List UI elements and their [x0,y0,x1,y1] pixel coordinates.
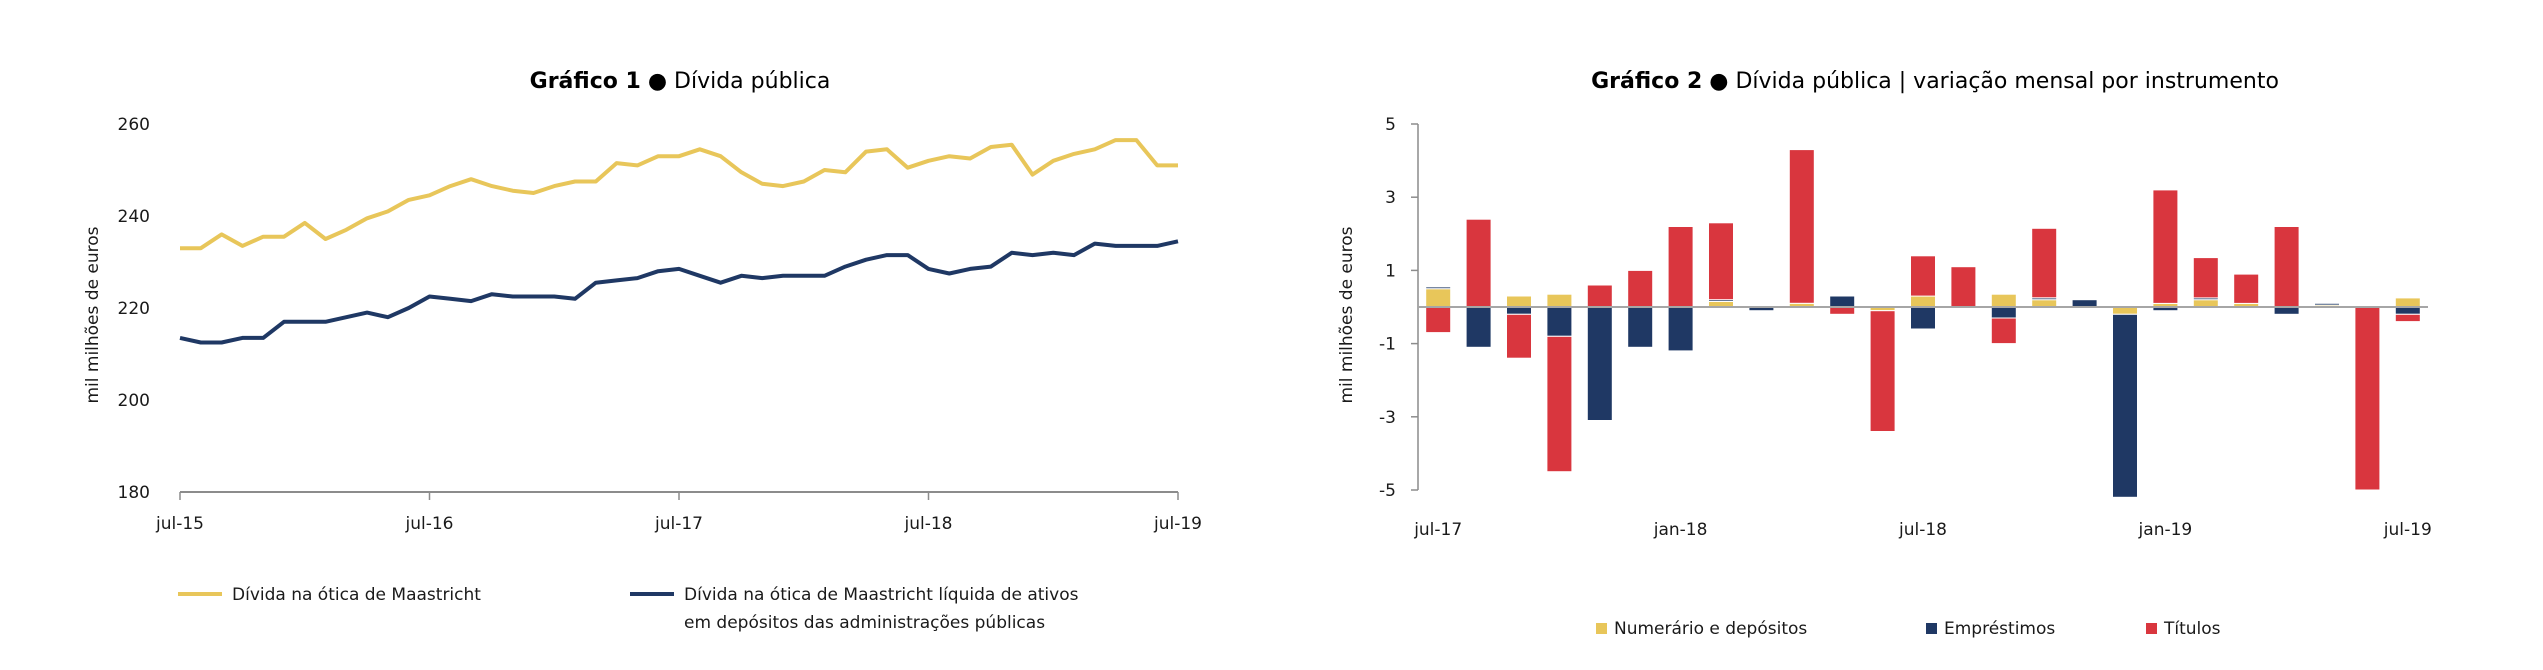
bar-titulos [2394,313,2421,323]
chart-1-series [179,138,1179,345]
chart-1: Gráfico 1 ● Dívida pública mil milhões d… [83,69,1202,633]
legend-swatch-emprestimos [1926,623,1937,634]
y-tick-label: 1 [1385,261,1396,281]
series-line-maastricht-net [179,239,1179,345]
y-tick-label: 5 [1385,115,1396,135]
bar-numerario [1546,293,1573,308]
legend-label-maastricht-net-line2: em depósitos das administrações públicas [684,613,1045,633]
chart-1-y-axis-label: mil milhões de euros [83,226,103,403]
bar-numerario [1425,288,1452,308]
x-tick-label: jan-18 [1653,520,1708,540]
x-tick-label: jul-17 [654,514,703,534]
chart-1-y-ticks: 260 240 220 200 180 [118,115,150,503]
chart-2-title-bold: Gráfico 2 [1591,69,1702,94]
bar-titulos [2152,189,2179,304]
chart-1-x-ticks: jul-15 jul-16 jul-17 jul-18 jul-19 [155,492,1202,534]
bar-numerario [1506,295,1532,308]
bar-emprestimos [1910,306,1936,330]
bar-emprestimos [2394,306,2421,315]
bar-emprestimos [1586,306,1613,421]
chart-2-title-bullet: ● [1709,69,1735,94]
bar-numerario [2031,299,2058,308]
bar-numerario [2394,297,2421,308]
bar-emprestimos [2314,302,2340,306]
chart-2: Gráfico 2 ● Dívida pública | variação me… [1337,69,2432,639]
bar-emprestimos [1990,306,2017,319]
bar-emprestimos [1465,306,1492,348]
legend-swatch-titulos [2146,623,2157,634]
chart-2-x-ticks: jul-17 jan-18 jul-18 jan-19 jul-19 [1413,520,2432,540]
bar-emprestimos [1546,306,1573,337]
chart-1-title-bullet: ● [648,69,674,94]
chart-2-y-ticks: 5 3 1 -1 -3 -5 [1379,115,1418,501]
x-tick-label: jul-17 [1413,520,1462,540]
bar-titulos [2233,273,2260,304]
legend-label-maastricht-net-line1: Dívida na ótica de Maastricht líquida de… [684,585,1079,605]
legend-label-maastricht: Dívida na ótica de Maastricht [232,585,481,605]
bar-titulos [2354,306,2381,491]
bar-emprestimos [2112,313,2138,498]
x-tick-label: jul-18 [1898,520,1947,540]
bar-titulos [1829,306,1856,315]
legend-label-emprestimos: Empréstimos [1944,619,2055,639]
bar-titulos [1788,149,1815,304]
y-tick-label: -5 [1379,481,1396,501]
bar-titulos [1869,310,1896,433]
bar-titulos [1425,306,1452,334]
y-tick-label: 260 [118,115,150,135]
chart-2-title: Gráfico 2 ● Dívida pública | variação me… [1591,69,2279,94]
bar-titulos [1950,266,1977,308]
bar-titulos [1465,218,1492,308]
chart-2-y-axis-label: mil milhões de euros [1337,226,1357,403]
chart-1-title-bold: Gráfico 1 [530,69,641,94]
bar-emprestimos [1829,295,1856,308]
bar-titulos [1667,226,1694,308]
chart-1-title-rest: Dívida pública [674,69,830,94]
y-tick-label: 200 [118,391,150,411]
bar-emprestimos [1506,306,1532,315]
bar-numerario [2112,306,2138,315]
x-tick-label: jan-19 [2138,520,2193,540]
bar-titulos [1910,255,1936,297]
chart-1-legend: Dívida na ótica de Maastricht Dívida na … [178,585,1079,633]
bar-titulos [2031,227,2058,299]
bar-emprestimos [1627,306,1654,348]
bar-numerario [1910,295,1936,308]
y-tick-label: 220 [118,299,150,319]
chart-1-title: Gráfico 1 ● Dívida pública [530,69,831,94]
bar-titulos [1990,317,2017,345]
chart-2-title-rest: Dívida pública | variação mensal por ins… [1735,69,2278,94]
x-tick-label: jul-18 [904,514,953,534]
y-tick-label: 240 [118,207,150,227]
bar-titulos [1546,335,1573,473]
bar-titulos [1708,222,1734,301]
legend-swatch-numerario [1596,623,1607,634]
bar-titulos [2192,257,2219,299]
y-tick-label: -3 [1379,408,1396,428]
chart-2-legend: Numerário e depósitos Empréstimos Título… [1596,619,2221,639]
bar-emprestimos [1667,306,1694,352]
bar-titulos [1586,284,1613,308]
x-tick-label: jul-16 [405,514,454,534]
bar-emprestimos [1425,286,1452,290]
bar-numerario [2192,299,2219,308]
x-tick-label: jul-19 [1153,514,1202,534]
x-tick-label: jul-15 [155,514,204,534]
y-tick-label: 3 [1385,188,1396,208]
y-tick-label: -1 [1379,335,1396,355]
x-tick-label: jul-19 [2383,520,2432,540]
bar-numerario [1990,293,2017,308]
chart-2-bars [1425,149,2421,498]
bar-titulos [1627,269,1654,308]
bar-titulos [1506,313,1532,359]
bar-emprestimos [2071,299,2098,308]
bar-emprestimos [2273,306,2300,315]
series-line-maastricht [180,138,1178,251]
legend-label-titulos: Títulos [2163,619,2221,639]
bar-titulos [2273,226,2300,308]
y-tick-label: 180 [118,483,150,503]
legend-label-numerario: Numerário e depósitos [1614,619,1807,639]
